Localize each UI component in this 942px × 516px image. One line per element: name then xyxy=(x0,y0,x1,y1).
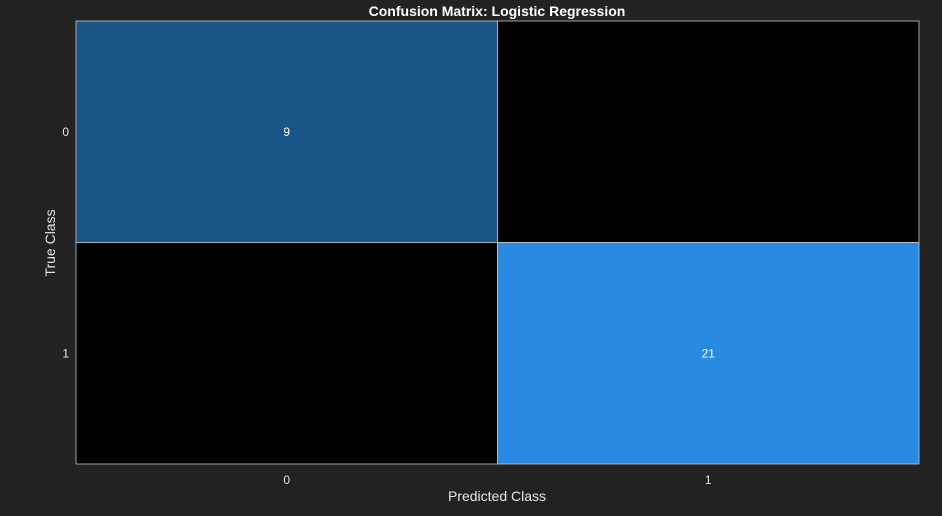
heatmap-cell-r0-c0 xyxy=(75,20,498,243)
y-tick-label: 1 xyxy=(62,346,69,360)
heatmap-cell-labels: 9 21 xyxy=(283,125,715,361)
y-tick-label: 0 xyxy=(62,125,69,139)
heatmap-cell-r1-c1 xyxy=(497,242,920,465)
heatmap-cells xyxy=(75,20,920,465)
y-axis-label: True Class xyxy=(42,209,58,276)
x-axis-label: Predicted Class xyxy=(448,488,546,504)
chart-title: Confusion Matrix: Logistic Regression xyxy=(369,3,626,19)
x-tick-label: 0 xyxy=(283,473,290,487)
heatmap-cell-value-label: 9 xyxy=(283,125,290,139)
heatmap-cell-value-label: 21 xyxy=(702,346,716,360)
heatmap-cell-r1-c0 xyxy=(75,242,498,465)
heatmap-cell-r0-c1 xyxy=(497,20,920,243)
x-tick-label: 1 xyxy=(705,473,712,487)
y-tick-labels: 01 xyxy=(62,125,69,361)
